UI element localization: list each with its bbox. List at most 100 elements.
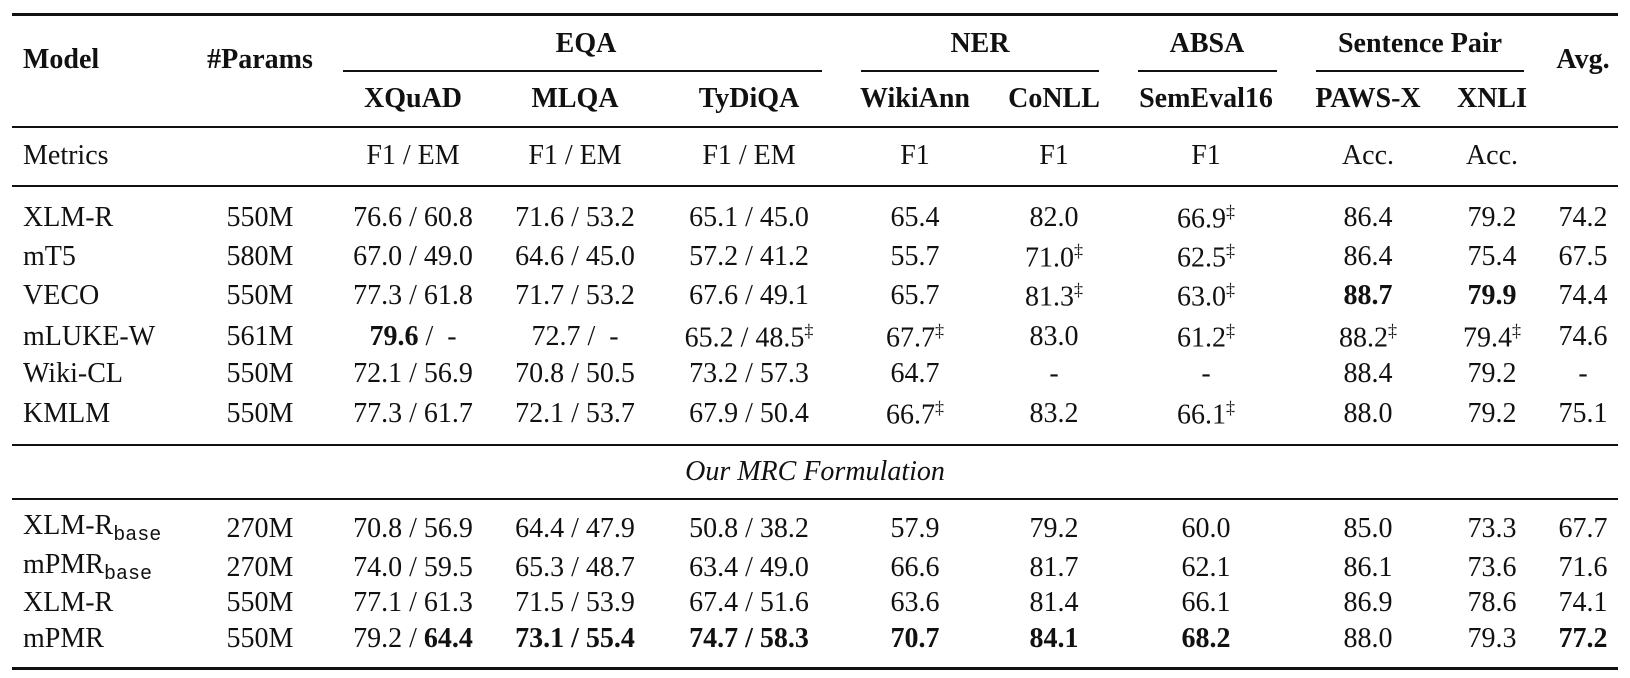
cell: 84.1: [1030, 625, 1079, 653]
cell: 79.2: [1467, 202, 1517, 233]
mid-rule: [12, 185, 1618, 187]
metric: F1 / EM: [702, 140, 796, 171]
cell: 88.2‡: [1339, 322, 1397, 353]
cell: 79.2: [1029, 513, 1079, 544]
cell-part: 63.0: [1177, 281, 1226, 313]
cell: 66.1‡: [1177, 399, 1235, 430]
model-name: mPMRbase: [23, 551, 152, 585]
cell: 64.7: [890, 358, 940, 389]
cell: 580M: [226, 241, 294, 272]
cell: 62.5‡: [1177, 242, 1235, 273]
cell: 50.8 / 38.2: [689, 513, 809, 544]
cell: 79.2: [1467, 398, 1517, 429]
cell: 73.1 / 55.4: [515, 625, 635, 653]
cell: 79.2 / 64.4: [353, 625, 473, 653]
cell-part: 88.2: [1339, 322, 1388, 354]
cell: 561M: [226, 321, 294, 352]
cell: 79.6 / -: [369, 323, 456, 351]
cell: 78.6: [1467, 587, 1517, 618]
cell: 550M: [226, 202, 294, 233]
cell: 270M: [226, 513, 294, 544]
group-rule: [1316, 70, 1524, 72]
cell: 67.0 / 49.0: [353, 241, 473, 272]
metric: Acc.: [1465, 140, 1519, 171]
cell: 73.3: [1467, 513, 1517, 544]
cell: 63.4 / 49.0: [689, 552, 809, 583]
cell-part: 66.1: [1177, 399, 1226, 431]
cell-part: 79.9: [1467, 280, 1517, 311]
cell: 88.0: [1343, 398, 1393, 429]
cell-part: 67.7: [886, 322, 935, 354]
cell: 66.6: [890, 552, 940, 583]
cell-part: 70.7: [890, 623, 940, 654]
cell: 550M: [226, 280, 294, 311]
cell: 67.9 / 50.4: [689, 398, 809, 429]
cell: -: [1049, 358, 1059, 389]
cell: 81.3‡: [1025, 281, 1083, 312]
mid-rule: [12, 498, 1618, 500]
cell-part: / -: [418, 321, 457, 352]
column-header: Model: [23, 44, 100, 75]
cell: 79.2: [1467, 358, 1517, 389]
cell: 66.7‡: [886, 399, 944, 430]
cell: 67.7‡: [886, 322, 944, 353]
cell: 65.4: [890, 202, 940, 233]
cell: 70.7: [891, 625, 940, 653]
cell: 72.7 / -: [531, 321, 619, 352]
cell-part: 65.2 / 48.5: [684, 322, 805, 354]
cell: 65.1 / 45.0: [689, 202, 809, 233]
cell: 57.2 / 41.2: [689, 241, 809, 272]
cell-part: mPMR: [23, 549, 104, 580]
cell-part: XLM-R: [23, 510, 114, 541]
cell-part: ‡: [1388, 320, 1397, 341]
cell: 72.1 / 56.9: [353, 358, 473, 389]
cell: 73.6: [1467, 552, 1517, 583]
cell-part: ‡: [1226, 397, 1235, 418]
model-name: XLM-R: [23, 587, 114, 618]
cell: 77.1 / 61.3: [353, 587, 473, 618]
model-name: XLM-Rbase: [23, 512, 161, 546]
cell-part: ‡: [804, 320, 814, 341]
cell: 64.6 / 45.0: [515, 241, 635, 272]
cell: 55.7: [890, 241, 940, 272]
cell-part: 79.6: [369, 321, 419, 352]
cell-part: 79.4: [1463, 322, 1512, 354]
column-header: PAWS-X: [1315, 83, 1421, 114]
cell: 74.7 / 58.3: [689, 625, 809, 653]
metric: F1: [1039, 140, 1069, 171]
cell: 72.1 / 53.7: [515, 398, 635, 429]
cell-part: 66.9: [1177, 203, 1226, 235]
bottom-rule: [12, 667, 1618, 670]
cell: 61.2‡: [1177, 322, 1235, 353]
cell: 74.1: [1558, 587, 1608, 618]
section-title: Our MRC Formulation: [685, 456, 945, 487]
cell: 76.6 / 60.8: [353, 202, 473, 233]
group-rule: [343, 70, 822, 72]
cell: 79.3: [1467, 623, 1517, 654]
cell-part: ‡: [1226, 240, 1235, 261]
group-rule: [861, 70, 1099, 72]
metric: F1 / EM: [366, 140, 460, 171]
cell: 71.6 / 53.2: [515, 202, 635, 233]
cell: 74.0 / 59.5: [353, 552, 473, 583]
group-rule: [1138, 70, 1277, 72]
mid-rule: [12, 444, 1618, 446]
cell: 550M: [226, 358, 294, 389]
cell: 81.7: [1029, 552, 1079, 583]
cell-part: ‡: [1512, 320, 1521, 341]
cell: 86.1: [1343, 552, 1393, 583]
cell-part: ‡: [1226, 320, 1235, 341]
column-header: XNLI: [1456, 83, 1528, 114]
cell: 75.1: [1558, 398, 1608, 429]
cell-part: 84.1: [1029, 623, 1079, 654]
cell: 79.9: [1468, 282, 1517, 310]
cell: 86.9: [1343, 587, 1393, 618]
cell-part: base: [103, 563, 152, 586]
group-header: ABSA: [1169, 28, 1245, 59]
cell: 82.0: [1029, 202, 1079, 233]
cell: 71.7 / 53.2: [515, 280, 635, 311]
cell: -: [1578, 358, 1588, 389]
metric: F1: [1191, 140, 1221, 171]
cell: 60.0: [1181, 513, 1231, 544]
cell-part: 64.4: [423, 623, 473, 654]
